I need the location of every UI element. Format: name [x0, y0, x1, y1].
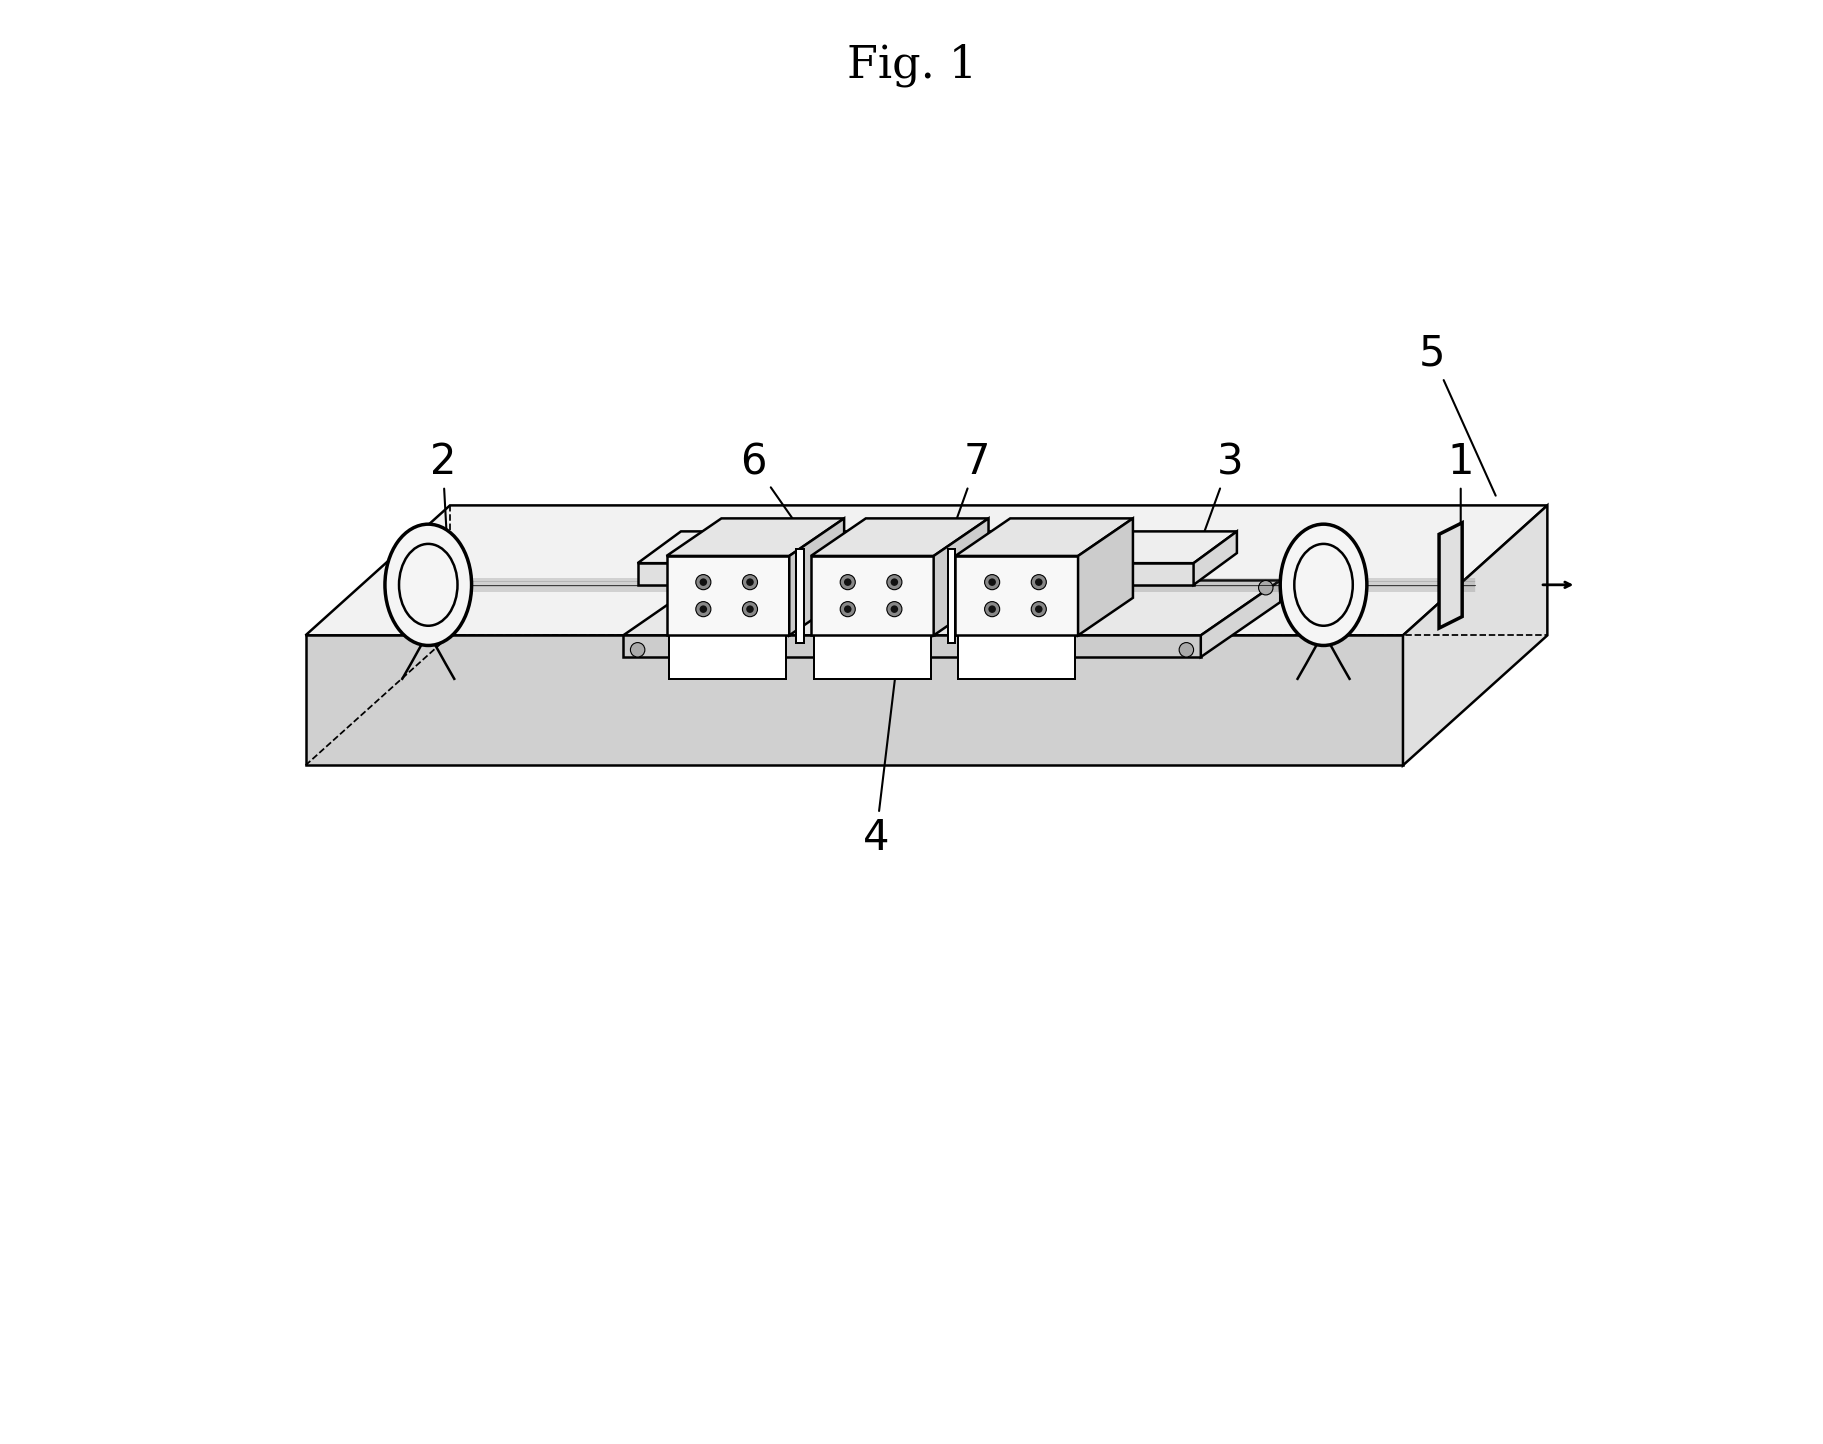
Text: 6: 6 — [740, 440, 795, 521]
Circle shape — [1258, 580, 1272, 595]
Circle shape — [746, 579, 753, 586]
Circle shape — [984, 575, 999, 589]
Polygon shape — [955, 556, 1077, 635]
Circle shape — [700, 605, 707, 612]
Circle shape — [886, 575, 901, 589]
Circle shape — [988, 605, 995, 612]
Circle shape — [742, 602, 757, 617]
Circle shape — [984, 602, 999, 617]
Polygon shape — [665, 556, 789, 635]
Polygon shape — [797, 549, 804, 643]
Ellipse shape — [1280, 524, 1365, 645]
Text: 7: 7 — [955, 440, 990, 520]
Circle shape — [1034, 605, 1043, 612]
Circle shape — [890, 605, 897, 612]
Ellipse shape — [385, 524, 472, 645]
Polygon shape — [957, 635, 1074, 679]
Text: 2: 2 — [428, 440, 456, 539]
Text: 5: 5 — [1418, 332, 1495, 495]
Circle shape — [840, 602, 855, 617]
Circle shape — [844, 579, 851, 586]
Polygon shape — [1200, 580, 1280, 657]
Polygon shape — [955, 518, 1132, 556]
Polygon shape — [948, 549, 955, 643]
Text: 1: 1 — [1447, 440, 1473, 531]
Polygon shape — [789, 518, 844, 635]
Polygon shape — [1077, 518, 1132, 635]
Circle shape — [742, 575, 757, 589]
Circle shape — [1030, 602, 1046, 617]
Polygon shape — [813, 635, 930, 679]
Circle shape — [746, 605, 753, 612]
Text: Fig. 1: Fig. 1 — [846, 43, 977, 87]
Circle shape — [695, 575, 711, 589]
Polygon shape — [1438, 523, 1462, 628]
Polygon shape — [665, 518, 844, 556]
Circle shape — [1034, 579, 1043, 586]
Text: 4: 4 — [862, 660, 897, 859]
Circle shape — [631, 643, 645, 657]
Polygon shape — [933, 518, 988, 635]
Circle shape — [886, 602, 901, 617]
Polygon shape — [638, 531, 1236, 563]
Polygon shape — [304, 635, 1402, 765]
Polygon shape — [638, 563, 1192, 585]
Circle shape — [700, 579, 707, 586]
Text: 3: 3 — [1201, 440, 1241, 539]
Polygon shape — [1192, 531, 1236, 585]
Circle shape — [844, 605, 851, 612]
Polygon shape — [623, 635, 1200, 657]
Polygon shape — [811, 518, 988, 556]
Circle shape — [1178, 643, 1192, 657]
Circle shape — [890, 579, 897, 586]
Circle shape — [988, 579, 995, 586]
Circle shape — [840, 575, 855, 589]
Circle shape — [1030, 575, 1046, 589]
Polygon shape — [623, 580, 1280, 635]
Polygon shape — [1402, 505, 1546, 765]
Polygon shape — [811, 556, 933, 635]
Circle shape — [695, 602, 711, 617]
Polygon shape — [669, 635, 786, 679]
Polygon shape — [304, 505, 1546, 635]
Circle shape — [709, 580, 724, 595]
